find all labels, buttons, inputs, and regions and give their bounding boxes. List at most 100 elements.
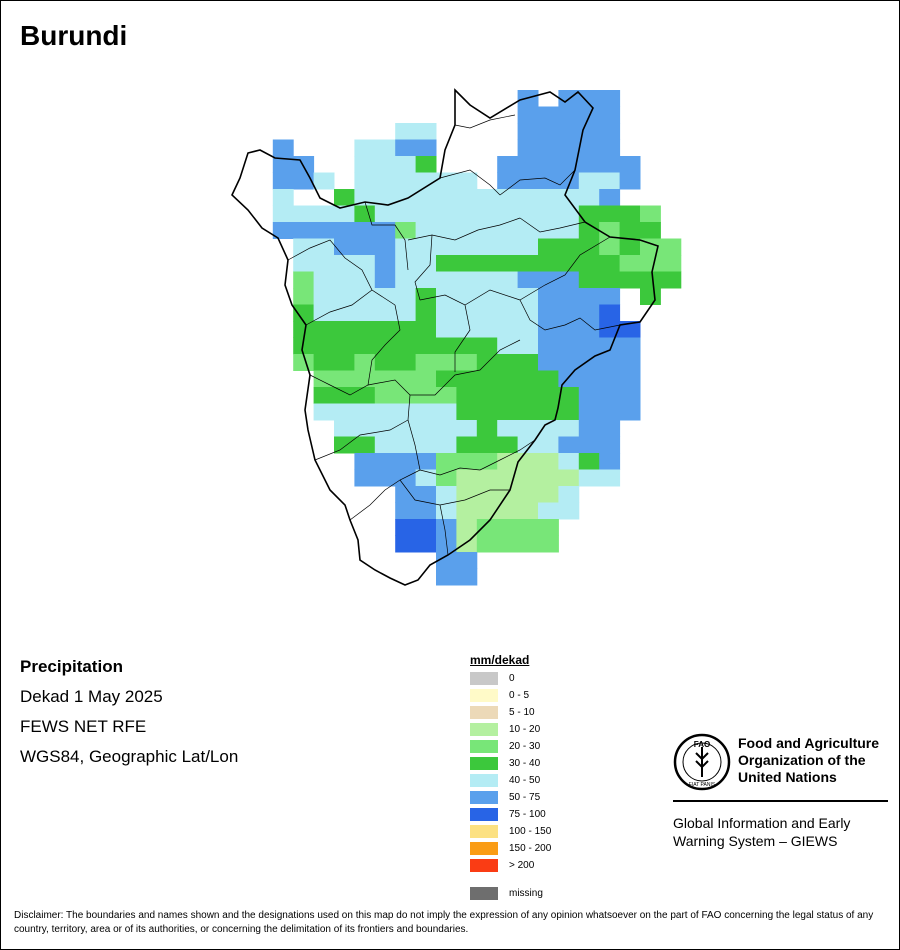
legend-label: 40 - 50	[509, 775, 541, 786]
precip-cell	[538, 387, 559, 404]
precip-cell	[599, 156, 621, 173]
period-label: Dekad 1 May 2025	[20, 687, 163, 706]
precip-cell	[578, 337, 600, 355]
precip-cell	[374, 205, 396, 223]
precip-cell	[497, 403, 519, 421]
precip-cell	[558, 288, 580, 305]
precip-cell	[334, 354, 355, 371]
precip-cell	[640, 271, 661, 289]
precip-cell	[334, 222, 355, 239]
precip-cell	[334, 271, 355, 289]
precip-cell	[619, 172, 641, 190]
precip-cell	[395, 288, 417, 305]
precip-cell	[599, 205, 621, 223]
legend-swatch	[470, 825, 498, 838]
precip-cell	[599, 453, 621, 470]
precip-cell	[497, 535, 519, 553]
legend-swatch	[470, 859, 498, 872]
precip-cell	[599, 288, 621, 305]
burundi-outline	[231, 88, 659, 586]
precip-cell	[354, 288, 376, 305]
precip-cell	[354, 222, 376, 239]
precip-cell	[599, 255, 621, 272]
precip-cell	[374, 387, 396, 404]
precip-cell	[538, 139, 559, 157]
precip-cell	[578, 420, 600, 437]
precip-cell	[517, 321, 539, 338]
fao-name-line1: Food and Agriculture	[738, 735, 880, 751]
precip-cell	[517, 387, 539, 404]
legend-swatch	[470, 842, 498, 855]
precip-cell	[619, 205, 641, 223]
precip-cell	[558, 189, 580, 206]
precip-cell	[538, 370, 559, 388]
precip-cell	[517, 304, 539, 322]
precip-cell	[334, 189, 355, 206]
precip-cell	[558, 420, 580, 437]
legend-title: mm/dekad	[470, 653, 530, 667]
precip-cell	[436, 552, 457, 569]
precip-cell	[456, 337, 478, 355]
legend-item: 30 - 40	[470, 757, 540, 770]
precip-cell	[619, 403, 641, 421]
precip-cell	[436, 387, 457, 404]
precip-cell	[456, 486, 478, 503]
giews-line1: Global Information and Early	[673, 815, 851, 831]
legend-label: 50 - 75	[509, 792, 541, 803]
precip-cell	[578, 139, 600, 157]
precip-cell	[395, 387, 417, 404]
precip-cell	[558, 403, 580, 421]
precip-cell	[313, 370, 335, 388]
legend-item: > 200	[470, 859, 534, 872]
precip-cell	[578, 255, 600, 272]
precip-cell	[354, 172, 376, 190]
legend-label: 75 - 100	[509, 809, 546, 820]
precip-cell	[334, 403, 355, 421]
precip-cell	[538, 271, 559, 289]
precip-cell	[456, 321, 478, 338]
precip-cell	[599, 222, 621, 239]
precip-cell	[415, 519, 437, 536]
precip-cell	[456, 453, 478, 470]
precip-cell	[415, 123, 437, 140]
precip-cell	[436, 172, 457, 190]
precip-cell	[293, 156, 315, 173]
precip-cell	[578, 222, 600, 239]
precip-cell	[395, 354, 417, 371]
precip-cell	[619, 387, 641, 404]
precip-cell	[497, 288, 519, 305]
precip-cell	[415, 354, 437, 371]
precip-cell	[476, 469, 498, 487]
precip-cell	[395, 469, 417, 487]
precip-cell	[395, 255, 417, 272]
precip-cell	[374, 403, 396, 421]
precip-cell	[354, 387, 376, 404]
precip-cell	[538, 486, 559, 503]
fao-logo-motto: FIAT PANIS	[689, 782, 716, 788]
precip-cell	[476, 519, 498, 536]
precip-cell	[538, 535, 559, 553]
precip-cell	[374, 238, 396, 256]
precip-cell	[354, 255, 376, 272]
precip-cell	[436, 453, 457, 470]
legend-swatch	[470, 672, 498, 685]
precip-cell	[456, 387, 478, 404]
precip-cell	[599, 354, 621, 371]
precip-cell	[517, 469, 539, 487]
precip-cell	[578, 304, 600, 322]
precip-cell	[313, 387, 335, 404]
precip-cell	[538, 238, 559, 256]
precip-cell	[558, 106, 580, 124]
precip-cell	[660, 271, 682, 289]
legend-item: 75 - 100	[470, 808, 546, 821]
precip-cell	[456, 552, 478, 569]
precip-cell	[293, 304, 315, 322]
precip-cell	[436, 255, 457, 272]
precip-cell	[436, 370, 457, 388]
precip-cell	[395, 189, 417, 206]
precip-cell	[354, 139, 376, 157]
legend-label: 0	[509, 673, 515, 684]
precip-cell	[476, 420, 498, 437]
precip-cell	[517, 238, 539, 256]
precip-cell	[578, 370, 600, 388]
